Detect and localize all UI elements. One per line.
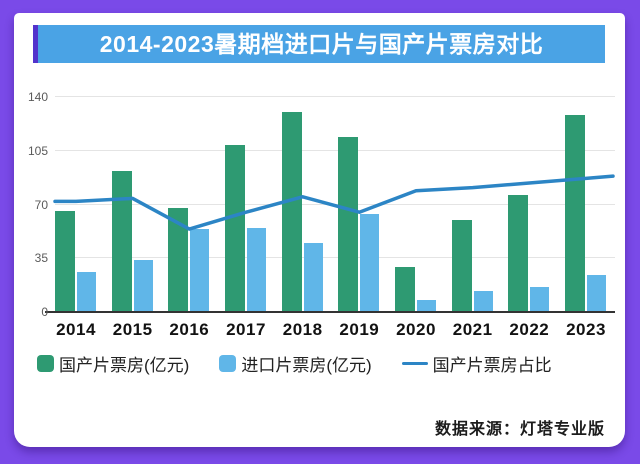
domestic-bar-2018 — [281, 112, 302, 312]
legend-item-domestic: 国产片票房(亿元) — [37, 351, 189, 376]
import-bar-2017 — [247, 227, 266, 312]
import-bar-2021 — [473, 290, 493, 312]
data-source: 数据来源：灯塔专业版 — [434, 421, 605, 438]
y-tick-label: 70 — [34, 197, 48, 212]
import-bar-2023 — [587, 275, 606, 312]
page-title: 2014-2023暑期档进口片与国产片票房对比 — [99, 31, 544, 57]
y-tick-label: 35 — [34, 251, 48, 266]
import-bar-2016 — [190, 229, 210, 312]
import-bar-2015 — [133, 259, 153, 312]
content-card: 2014-2023暑期档进口片与国产片票房对比 0 35 70 105 140 2014… — [14, 13, 625, 447]
legend-label-domestic: 国产片票房(亿元) — [59, 356, 190, 375]
x-tick-label: 2016 — [169, 320, 210, 339]
gridline — [55, 149, 615, 151]
y-tick-label: 0 — [41, 305, 48, 319]
domestic-bar-2016 — [168, 207, 189, 312]
x-tick-label: 2017 — [226, 320, 266, 339]
plot-area — [45, 96, 615, 313]
x-tick-label: 2021 — [452, 320, 493, 339]
domestic-swatch-icon — [37, 355, 54, 372]
domestic-bar-2019 — [338, 136, 359, 312]
x-tick-label: 2018 — [282, 320, 323, 339]
x-tick-label: 2023 — [566, 320, 606, 339]
domestic-bar-2017 — [225, 144, 245, 312]
share-line — [53, 174, 615, 231]
y-tick-label: 105 — [27, 143, 48, 158]
x-tick-label: 2014 — [56, 320, 96, 339]
domestic-bar-2023 — [565, 115, 585, 312]
x-tick-label: 2022 — [509, 320, 550, 339]
domestic-bar-2014 — [55, 210, 75, 312]
x-tick-label: 2019 — [339, 320, 380, 339]
line-marker-icon — [401, 361, 428, 366]
legend-label-import: 进口片票房(亿元) — [241, 356, 372, 375]
legend-item-share: 国产片票房占比 — [401, 351, 552, 376]
import-bar-2018 — [303, 242, 323, 312]
banner-accent-bar — [33, 25, 38, 63]
y-tick-label: 140 — [27, 90, 48, 104]
import-bar-2019 — [360, 213, 380, 312]
domestic-bar-2021 — [451, 219, 472, 312]
title-banner: 2014-2023暑期档进口片与国产片票房对比 — [33, 25, 605, 63]
domestic-bar-2020 — [395, 267, 415, 312]
import-swatch-icon — [219, 355, 237, 372]
import-bar-2020 — [417, 299, 436, 312]
x-tick-label: 2020 — [396, 320, 436, 339]
gridline — [55, 96, 615, 97]
x-tick-label: 2015 — [112, 320, 153, 339]
x-axis-line — [45, 311, 615, 313]
domestic-bar-2015 — [111, 170, 132, 312]
domestic-bar-2022 — [508, 195, 529, 312]
legend-item-import: 进口片票房(亿元) — [219, 351, 372, 376]
import-bar-2022 — [530, 287, 550, 312]
legend: 国产片票房(亿元) 进口片票房(亿元) 国产片票房占比 — [37, 351, 552, 376]
gridline — [55, 257, 615, 259]
import-bar-2014 — [77, 272, 96, 312]
legend-label-share: 国产片票房占比 — [432, 356, 552, 375]
